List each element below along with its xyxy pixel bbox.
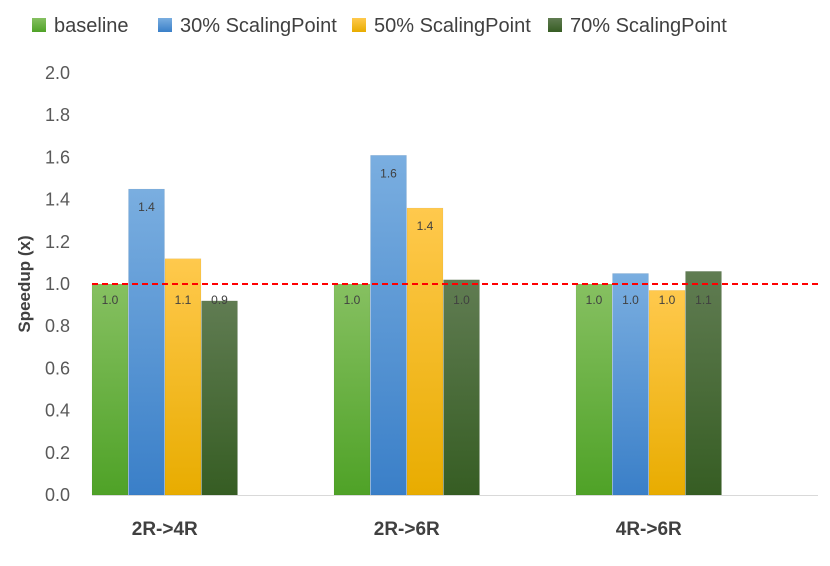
bar-data-label: 0.9 <box>211 293 228 307</box>
y-axis-label: Speedup (x) <box>15 235 34 332</box>
bar-data-label: 1.0 <box>622 293 639 307</box>
bar-data-label: 1.6 <box>380 166 397 180</box>
legend-label: 50% ScalingPoint <box>374 15 531 37</box>
bar <box>128 188 165 496</box>
bar-data-label: 1.0 <box>586 293 603 307</box>
bar-data-label: 1.0 <box>102 293 119 307</box>
y-tick-label: 0.4 <box>45 401 70 421</box>
y-tick-label: 0.8 <box>45 316 70 336</box>
legend-swatch <box>548 18 562 32</box>
bar-data-label: 1.0 <box>344 293 361 307</box>
bar-data-label: 1.1 <box>175 293 192 307</box>
bar <box>612 273 649 496</box>
y-tick-label: 1.8 <box>45 105 70 125</box>
bar <box>333 283 371 496</box>
bar <box>648 290 686 496</box>
x-category-label: 2R->6R <box>374 519 440 540</box>
bar <box>685 271 722 496</box>
y-tick-label: 0.2 <box>45 443 70 463</box>
bar <box>443 279 480 496</box>
y-tick-label: 1.0 <box>45 274 70 294</box>
x-category-label: 4R->6R <box>616 519 682 540</box>
bar <box>406 207 444 496</box>
bar-data-label: 1.4 <box>417 219 434 233</box>
y-tick-label: 0.0 <box>45 485 70 505</box>
bars: 1.0 1.4 1.1 0.9 1.0 1.6 1.4 1.0 1.0 1.0 1.0 1.1 <box>91 155 722 496</box>
bar <box>370 155 407 496</box>
bar <box>575 283 613 496</box>
y-tick-label: 1.6 <box>45 147 70 167</box>
bar-data-label: 1.0 <box>453 293 470 307</box>
bar-data-label: 1.1 <box>695 293 712 307</box>
bar-data-label: 1.4 <box>138 200 155 214</box>
legend: baseline 30% ScalingPoint 50% ScalingPoint… <box>32 15 727 37</box>
bar-data-label: 1.0 <box>659 293 676 307</box>
legend-swatch <box>352 18 366 32</box>
legend-swatch <box>158 18 172 32</box>
y-axis: 0.0 0.2 0.4 0.6 0.8 1.0 1.2 1.4 1.6 1.8 2.0 <box>45 63 70 505</box>
legend-label: 70% ScalingPoint <box>570 15 727 37</box>
legend-swatch <box>32 18 46 32</box>
y-tick-label: 2.0 <box>45 63 70 83</box>
bar <box>91 283 129 496</box>
y-tick-label: 1.4 <box>45 190 70 210</box>
legend-label: baseline <box>54 15 129 37</box>
y-tick-label: 0.6 <box>45 358 70 378</box>
legend-label: 30% ScalingPoint <box>180 15 337 37</box>
x-category-label: 2R->4R <box>132 519 198 540</box>
y-tick-label: 1.2 <box>45 232 70 252</box>
bar <box>164 258 202 496</box>
bar <box>201 300 238 496</box>
x-axis: 2R->4R 2R->6R 4R->6R <box>92 495 818 540</box>
